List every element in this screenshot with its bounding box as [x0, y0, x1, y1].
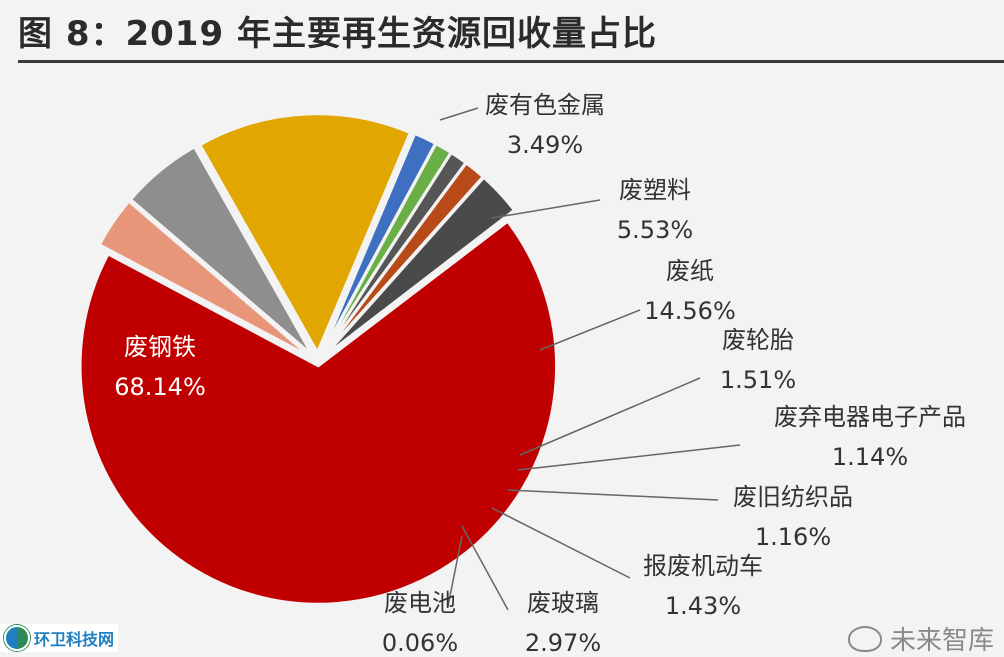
slice-label-name: 废纸	[666, 257, 714, 285]
slice-label-value: 14.56%	[644, 297, 736, 325]
leader-line	[439, 107, 479, 121]
slice-label-value: 2.97%	[525, 629, 601, 652]
pie-slice-3	[198, 112, 412, 355]
slice-label-name: 废弃电器电子产品	[774, 403, 966, 431]
slice-label-name: 废有色金属	[485, 91, 605, 119]
site-badge-text: 环卫科技网	[34, 630, 115, 649]
brand-watermark: 未来智库	[847, 620, 994, 657]
leader-line	[491, 199, 601, 219]
pie-slice-9	[325, 209, 517, 357]
slice-label-name: 废塑料	[619, 176, 691, 204]
title-underline	[18, 60, 1004, 63]
slice-label-value: 1.16%	[755, 523, 831, 551]
leader-lines	[439, 107, 741, 611]
brand-watermark-text: 未来智库	[889, 626, 994, 656]
leader-line	[519, 377, 701, 456]
leader-line	[447, 535, 463, 607]
leader-line	[539, 309, 641, 351]
slice-label-value: 5.53%	[617, 216, 693, 244]
slice-label-value: 1.14%	[832, 443, 908, 471]
leader-line	[491, 507, 631, 579]
slice-label-value: 1.51%	[720, 366, 796, 394]
slice-label-value: 68.14%	[114, 373, 206, 401]
slice-label-value: 0.06%	[382, 629, 458, 652]
slice-labels: 废有色金属 3.49% 废塑料 5.53% 废纸 14.56%废轮胎 1.51% 废弃电器电子…	[114, 91, 966, 652]
slice-label-name: 废电池	[384, 589, 456, 617]
site-logo-icon	[4, 625, 30, 651]
pie-slices	[79, 112, 558, 606]
pie-slice-7	[323, 161, 485, 356]
leader-line	[461, 525, 509, 611]
slice-label-value: 3.49%	[507, 131, 583, 159]
slice-label-name: 废钢铁	[124, 333, 196, 361]
pie-slice-1	[97, 199, 311, 358]
leader-line	[507, 489, 719, 501]
slice-label-name: 废旧纺织品	[733, 483, 853, 511]
wechat-icon	[847, 625, 882, 652]
pie-slice-2	[129, 145, 313, 356]
site-badge: 环卫科技网	[0, 624, 119, 652]
slice-label-name: 废玻璃	[527, 589, 599, 617]
slice-label-name: 废轮胎	[722, 326, 794, 354]
pie-slice-10	[79, 219, 558, 606]
chart-title: 图 8：2019 年主要再生资源回收量占比	[18, 14, 657, 54]
leader-line	[517, 444, 741, 471]
slice-label-value: 1.43%	[665, 592, 741, 620]
slice-label-name: 报废机动车	[643, 552, 763, 580]
